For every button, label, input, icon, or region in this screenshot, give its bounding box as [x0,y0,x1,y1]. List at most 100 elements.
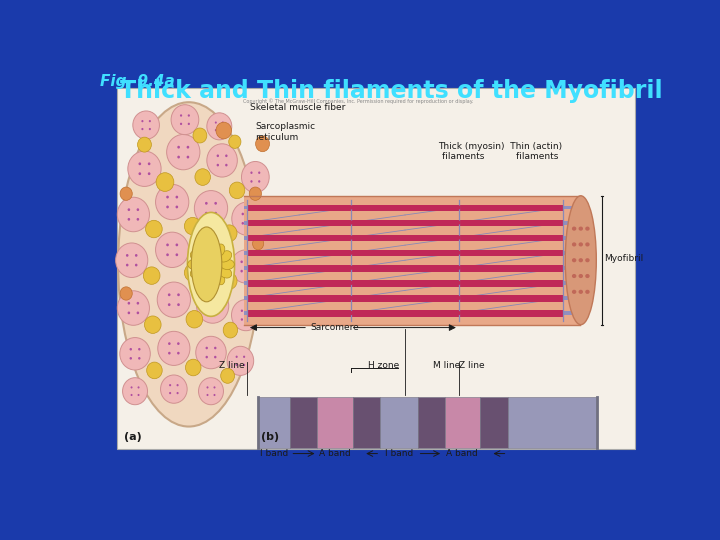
Ellipse shape [157,282,191,318]
Text: Z line: Z line [459,361,485,369]
Ellipse shape [138,394,140,396]
Ellipse shape [214,272,225,285]
Ellipse shape [120,338,150,370]
Ellipse shape [135,254,138,257]
Ellipse shape [177,352,179,355]
Bar [244,281,359,285]
Ellipse shape [219,251,232,262]
Bar [247,205,563,211]
Ellipse shape [126,254,128,257]
Ellipse shape [205,202,207,205]
Ellipse shape [232,202,262,235]
Ellipse shape [166,206,169,208]
Ellipse shape [132,111,159,139]
Ellipse shape [177,293,180,296]
Ellipse shape [137,218,139,221]
Ellipse shape [126,264,128,266]
Ellipse shape [572,274,576,278]
Ellipse shape [585,227,590,231]
Ellipse shape [187,212,235,316]
Bar [480,397,508,448]
Ellipse shape [141,120,143,122]
Ellipse shape [250,222,253,225]
Bar [244,296,359,300]
Bar [453,312,580,315]
Ellipse shape [149,128,151,130]
Ellipse shape [215,129,217,131]
Ellipse shape [122,377,148,404]
Ellipse shape [572,258,576,262]
Ellipse shape [190,251,204,262]
Text: Thick and Thin filaments of the Myofibril: Thick and Thin filaments of the Myofibri… [120,79,662,103]
Ellipse shape [251,172,253,174]
Ellipse shape [241,213,244,215]
Ellipse shape [184,218,201,235]
Ellipse shape [205,212,207,214]
Ellipse shape [176,206,178,208]
Text: Skeletal muscle fiber: Skeletal muscle fiber [250,104,345,112]
Ellipse shape [585,242,590,246]
Text: I band: I band [260,449,288,458]
Ellipse shape [249,260,251,263]
Ellipse shape [148,172,150,175]
Ellipse shape [225,154,228,157]
Ellipse shape [166,195,169,199]
Bar [318,397,353,448]
Ellipse shape [217,154,219,157]
Ellipse shape [171,105,199,134]
Ellipse shape [216,309,218,312]
Text: Copyright © The McGraw-Hill Companies, Inc. Permission required for reproduction: Copyright © The McGraw-Hill Companies, I… [243,98,473,104]
Ellipse shape [256,136,269,152]
Ellipse shape [349,311,354,315]
Bar [453,296,580,300]
Bar [247,280,563,287]
Bar [244,206,359,210]
Ellipse shape [138,163,141,165]
Ellipse shape [215,249,217,253]
Ellipse shape [188,114,190,117]
Ellipse shape [138,172,141,175]
Ellipse shape [176,244,178,246]
Ellipse shape [207,386,209,388]
Ellipse shape [197,244,209,257]
Ellipse shape [235,356,238,358]
Ellipse shape [456,251,461,255]
Ellipse shape [176,392,179,394]
Ellipse shape [176,253,178,256]
Text: H zone: H zone [368,361,400,369]
Bar [453,206,580,210]
Ellipse shape [184,264,201,281]
Ellipse shape [120,187,132,200]
Text: filaments           filaments: filaments filaments [442,152,559,161]
Ellipse shape [120,287,132,300]
Ellipse shape [456,235,461,240]
Ellipse shape [222,122,224,124]
Ellipse shape [205,249,207,253]
Bar [244,196,580,325]
Bar [247,310,563,317]
Ellipse shape [221,368,235,383]
Ellipse shape [456,296,461,300]
Ellipse shape [579,258,583,262]
Ellipse shape [138,137,151,152]
Ellipse shape [585,258,590,262]
Ellipse shape [141,128,143,130]
Ellipse shape [147,362,162,379]
Bar [247,265,563,272]
Bar [244,251,359,255]
Ellipse shape [117,197,150,232]
Ellipse shape [222,129,224,131]
Text: M line: M line [433,361,460,369]
Ellipse shape [456,281,461,285]
Ellipse shape [127,218,130,221]
Ellipse shape [214,386,215,388]
Text: Z line: Z line [219,361,244,369]
Bar [244,266,359,270]
Ellipse shape [166,134,200,170]
Ellipse shape [177,342,179,345]
Text: A band: A band [319,449,351,458]
Ellipse shape [118,102,259,427]
Ellipse shape [188,123,190,125]
Ellipse shape [240,270,243,273]
Ellipse shape [243,356,246,358]
